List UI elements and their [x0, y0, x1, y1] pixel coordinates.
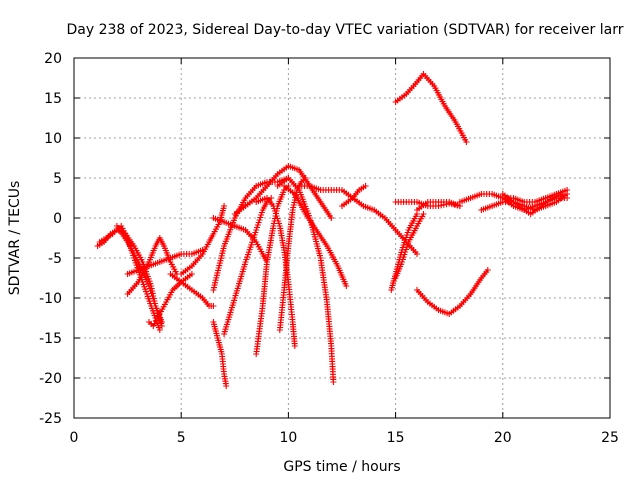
series-arc-16: [276, 175, 309, 333]
series-markers: [221, 195, 275, 337]
y-tick-label: -10: [39, 291, 62, 307]
y-tick-label: 10: [44, 131, 62, 147]
series-markers: [281, 183, 350, 289]
x-tick-label: 10: [279, 430, 297, 446]
series-arc-14: [253, 183, 292, 357]
series-arc-22: [392, 211, 427, 281]
series-arc-3: [113, 223, 165, 325]
plot-frame: [73, 57, 611, 419]
series-arc-19: [296, 183, 420, 257]
series-arc-30: [499, 191, 566, 217]
y-tick-label: 5: [53, 171, 62, 187]
series-arc-20: [339, 183, 369, 209]
series-markers: [414, 267, 491, 317]
series-markers: [231, 163, 335, 221]
x-axis-label: GPS time / hours: [283, 459, 400, 475]
series-markers: [499, 191, 566, 217]
series-markers: [167, 271, 217, 309]
y-axis-label: SDTVAR / TECUs: [7, 181, 23, 296]
series-arc-26: [392, 71, 470, 145]
y-tick-label: 20: [44, 51, 62, 67]
y-tick-label: -15: [39, 331, 62, 347]
series-markers: [253, 183, 292, 357]
y-tick-label: 0: [53, 211, 62, 227]
series-arc-11: [221, 195, 275, 337]
x-tick-label: 5: [177, 430, 186, 446]
grid: [74, 58, 610, 418]
series-arc-12: [231, 163, 335, 221]
x-tick-label: 0: [70, 430, 79, 446]
series-markers: [392, 211, 427, 281]
series-markers: [210, 319, 230, 389]
series-arc-24: [414, 199, 463, 213]
series-markers: [210, 215, 270, 265]
series-markers: [274, 175, 337, 385]
series-arc-13: [210, 215, 270, 265]
series-markers: [146, 271, 195, 329]
series-arc-7: [167, 271, 217, 309]
x-tick-label: 15: [387, 430, 405, 446]
y-tick-label: -20: [39, 371, 62, 387]
series-arc-18: [281, 183, 350, 289]
y-tick-label: 15: [44, 91, 62, 107]
y-tick-label: -5: [48, 251, 62, 267]
series-markers: [414, 199, 463, 213]
series-markers: [253, 195, 298, 349]
series-arc-25: [414, 267, 491, 317]
series-arc-17: [274, 175, 337, 385]
series-line: [416, 269, 489, 315]
series-markers: [392, 71, 470, 145]
series-arc-15: [253, 195, 298, 349]
y-tick-label: -25: [39, 411, 62, 427]
chart-title: Day 238 of 2023, Sidereal Day-to-day VTE…: [67, 22, 624, 38]
series-markers: [124, 235, 180, 297]
x-tick-label: 20: [494, 430, 512, 446]
series-arc-9: [210, 319, 230, 389]
series-line: [180, 205, 225, 275]
data-traces: [94, 71, 571, 389]
series-markers: [339, 183, 369, 209]
x-tick-label: 25: [601, 430, 619, 446]
series-markers: [124, 247, 206, 277]
series-markers: [276, 175, 309, 333]
series-arc-6: [124, 247, 206, 277]
